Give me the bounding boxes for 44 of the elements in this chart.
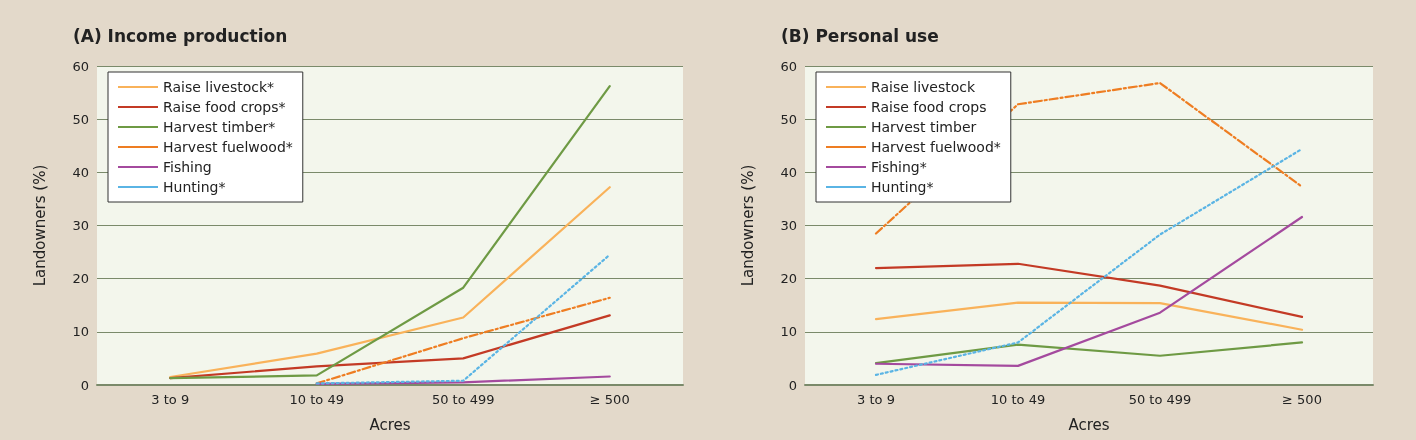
x-tick-label: 10 to 49 xyxy=(990,392,1046,407)
legend-label: Raise food crops xyxy=(871,99,987,115)
y-tick-label: 50 xyxy=(780,111,797,127)
x-tick-label: 3 to 9 xyxy=(151,392,190,407)
y-axis-title: Landowners (%) xyxy=(30,164,49,287)
y-tick-label: 30 xyxy=(780,218,797,233)
x-axis-title: Acres xyxy=(369,415,411,434)
y-tick-label: 0 xyxy=(788,377,797,393)
x-tick-label: 50 to 499 xyxy=(431,392,495,407)
legend-label: Fishing* xyxy=(871,159,927,175)
y-tick-label: 40 xyxy=(780,164,797,180)
y-axis-title: Landowners (%) xyxy=(738,164,757,287)
x-axis-title: Acres xyxy=(1068,415,1110,434)
x-tick-label: ≥ 500 xyxy=(589,392,630,407)
y-tick-label: 60 xyxy=(780,58,797,74)
legend-label: Raise livestock xyxy=(871,79,976,95)
y-tick-label: 40 xyxy=(72,164,89,180)
x-tick-label: 50 to 499 xyxy=(1128,392,1192,407)
legend-label: Raise livestock* xyxy=(163,79,275,95)
y-tick-label: 0 xyxy=(80,377,89,393)
legend-label: Fishing xyxy=(163,159,212,175)
y-tick-label: 20 xyxy=(72,271,89,287)
y-tick-label: 30 xyxy=(72,218,89,233)
x-tick-label: 10 to 49 xyxy=(289,392,344,407)
line-series xyxy=(874,341,1304,365)
legend-label: Hunting* xyxy=(163,179,226,195)
legend-label: Raise food crops* xyxy=(163,99,286,115)
legend-label: Harvest fuelwood* xyxy=(163,139,293,155)
y-tick-label: 20 xyxy=(780,271,797,287)
legend-label: Harvest fuelwood* xyxy=(871,139,1001,155)
line-series xyxy=(874,301,1304,331)
y-tick-label: 10 xyxy=(72,324,89,340)
legend-label: Harvest timber* xyxy=(163,119,276,135)
chart-title: (A) Income production xyxy=(73,25,288,46)
y-tick-label: 60 xyxy=(72,58,89,74)
line-series xyxy=(874,215,1304,367)
chart-title: (B) Personal use xyxy=(781,25,939,46)
y-tick-label: 50 xyxy=(72,111,89,127)
legend-label: Hunting* xyxy=(871,179,934,195)
x-tick-label: ≥ 500 xyxy=(1282,392,1322,407)
y-tick-label: 10 xyxy=(780,324,797,340)
line-series xyxy=(874,262,1304,319)
x-tick-label: 3 to 9 xyxy=(857,392,895,407)
legend-label: Harvest timber xyxy=(871,119,977,135)
